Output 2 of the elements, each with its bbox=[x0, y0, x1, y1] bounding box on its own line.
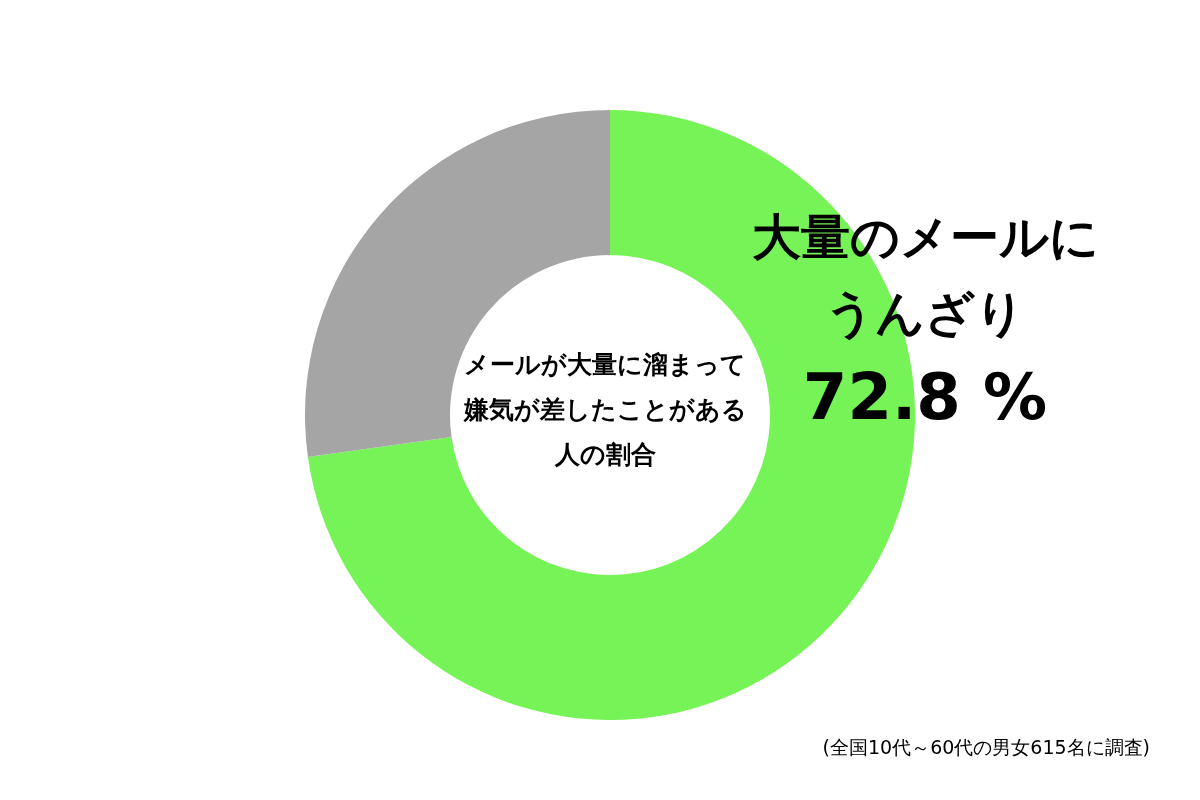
text: (全国10代～60代の男女615名に調査) bbox=[822, 735, 1150, 760]
text: メールが大量に溜まって嫌気が差したことがある人の割合 bbox=[462, 349, 748, 471]
